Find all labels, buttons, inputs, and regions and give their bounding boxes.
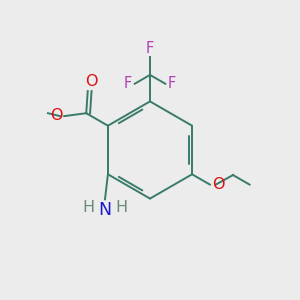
Text: H: H (82, 200, 95, 215)
Text: F: F (168, 76, 176, 91)
Text: O: O (50, 108, 63, 123)
Text: O: O (85, 74, 98, 89)
Text: N: N (98, 201, 112, 219)
Text: F: F (146, 41, 154, 56)
Text: O: O (212, 177, 225, 192)
Text: F: F (124, 76, 132, 91)
Text: H: H (115, 200, 128, 215)
